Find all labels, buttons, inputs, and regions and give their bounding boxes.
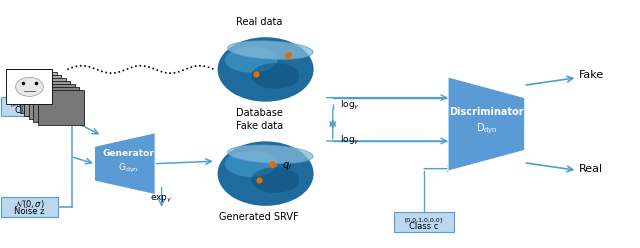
Text: Real: Real: [579, 164, 604, 174]
Text: Fake data: Fake data: [236, 122, 283, 131]
FancyBboxPatch shape: [6, 69, 52, 104]
Ellipse shape: [228, 41, 313, 59]
Text: [0,0,1,0,0,0]: [0,0,1,0,0,0]: [10, 101, 49, 107]
Text: log$_\gamma$: log$_\gamma$: [340, 99, 360, 112]
Ellipse shape: [218, 37, 314, 102]
Text: Fake: Fake: [579, 70, 604, 80]
Text: [0,0,1,0,0,0]: [0,0,1,0,0,0]: [405, 217, 443, 222]
Ellipse shape: [15, 77, 44, 96]
FancyBboxPatch shape: [1, 97, 58, 116]
FancyBboxPatch shape: [29, 84, 75, 119]
FancyBboxPatch shape: [38, 90, 84, 125]
Text: D$_{\sf dyn}$: D$_{\sf dyn}$: [476, 122, 497, 136]
Ellipse shape: [218, 141, 314, 206]
Ellipse shape: [225, 47, 278, 73]
Polygon shape: [95, 133, 155, 195]
Text: Generated SRVF: Generated SRVF: [220, 212, 299, 222]
Text: Real data: Real data: [236, 17, 282, 27]
Ellipse shape: [251, 167, 300, 193]
Text: Class c: Class c: [15, 106, 44, 116]
Text: $\mathcal{N}(0, \sigma)$: $\mathcal{N}(0, \sigma)$: [14, 198, 45, 211]
Ellipse shape: [225, 151, 278, 177]
FancyBboxPatch shape: [15, 75, 61, 110]
Text: Noise z: Noise z: [14, 207, 45, 216]
Polygon shape: [448, 77, 525, 171]
Text: G$_{\sf dyn}$: G$_{\sf dyn}$: [118, 162, 138, 175]
Text: log$_\gamma$: log$_\gamma$: [340, 134, 360, 147]
FancyBboxPatch shape: [20, 78, 66, 113]
Ellipse shape: [251, 63, 300, 89]
FancyBboxPatch shape: [394, 212, 454, 232]
FancyBboxPatch shape: [24, 81, 70, 116]
Text: Class c: Class c: [410, 222, 438, 231]
Text: exp$_\gamma$: exp$_\gamma$: [150, 193, 173, 205]
Text: $q_i$: $q_i$: [282, 160, 292, 172]
FancyBboxPatch shape: [33, 87, 79, 122]
Ellipse shape: [228, 145, 313, 163]
FancyBboxPatch shape: [1, 197, 58, 217]
Text: Database: Database: [236, 108, 283, 118]
FancyBboxPatch shape: [11, 72, 57, 107]
FancyBboxPatch shape: [6, 69, 52, 104]
Text: Discriminator: Discriminator: [449, 107, 524, 117]
Text: Generator: Generator: [102, 149, 154, 158]
